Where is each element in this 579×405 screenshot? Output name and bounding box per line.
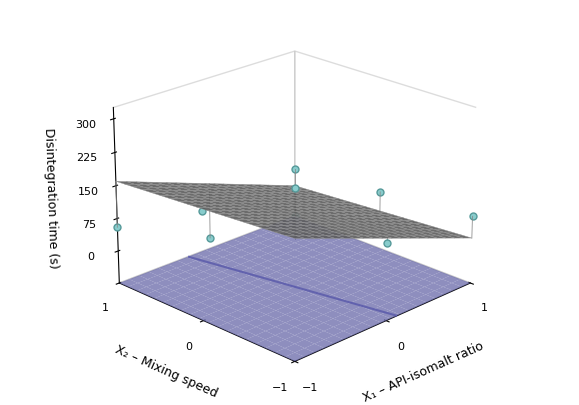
X-axis label: X₁ – API-isomalt ratio: X₁ – API-isomalt ratio [361,339,486,404]
Y-axis label: X₂ – Mixing speed: X₂ – Mixing speed [113,343,219,400]
